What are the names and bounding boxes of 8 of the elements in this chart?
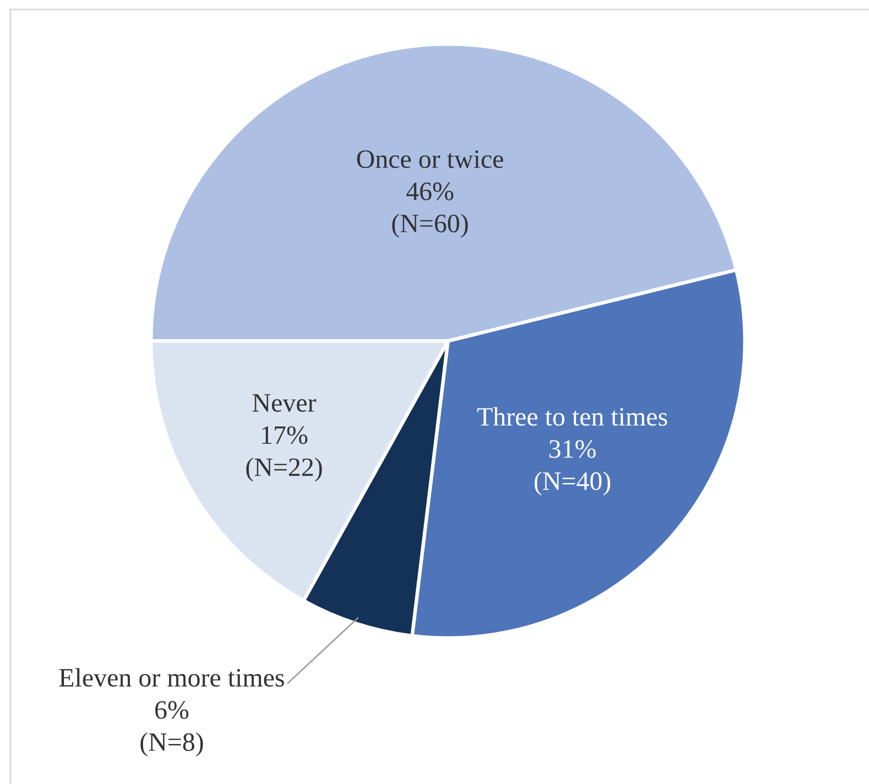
slice-label: Once or twice — [357, 150, 504, 168]
slice-label: Three to ten times — [477, 407, 668, 426]
data-label: 6% (N=8) — [140, 701, 203, 756]
data-label: 31% (N=40) — [534, 440, 610, 496]
data-label: 17% (N=22) — [246, 426, 322, 482]
data-label: 46% (N=60) — [392, 182, 468, 238]
slice-label: Never — [252, 394, 316, 412]
slice-label: Eleven or more times — [59, 668, 284, 687]
